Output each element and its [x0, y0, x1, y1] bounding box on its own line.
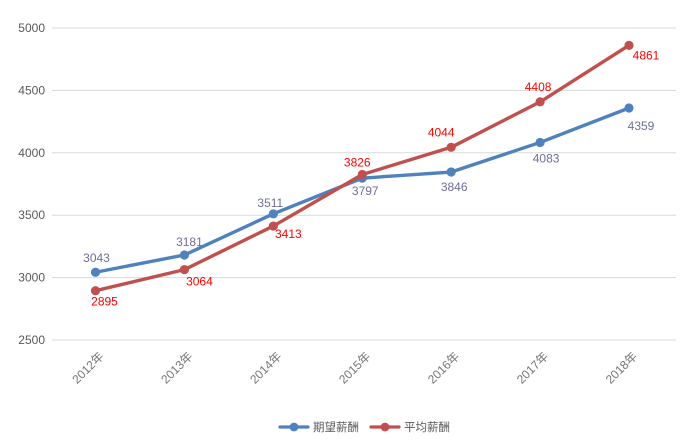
data-point — [268, 221, 278, 231]
data-point — [446, 142, 456, 152]
data-point-label: 3797 — [352, 184, 379, 198]
legend-dot-icon — [380, 422, 390, 432]
y-axis-tick-label: 2500 — [18, 333, 45, 347]
data-point — [357, 169, 367, 180]
data-point-label: 3511 — [257, 196, 283, 210]
data-point-label: 3064 — [186, 275, 213, 289]
y-axis-tick-label: 3500 — [18, 208, 45, 222]
data-point — [179, 250, 190, 260]
data-point-label: 4044 — [428, 125, 455, 139]
data-point — [535, 97, 545, 107]
data-point-label: 4861 — [633, 48, 660, 62]
legend-item-label: 期望薪酬 — [313, 421, 359, 434]
data-point-label: 4083 — [533, 151, 560, 165]
legend-item-expected-salary: 期望薪酬 — [278, 421, 359, 434]
data-point — [179, 265, 190, 275]
data-point-label: 3043 — [83, 251, 110, 265]
data-point — [624, 103, 634, 113]
y-axis-tick-label: 4500 — [18, 83, 45, 97]
data-point-label: 4359 — [628, 119, 655, 133]
y-axis-tick-label: 5000 — [18, 21, 45, 35]
data-point — [535, 137, 545, 148]
data-point-label: 4408 — [525, 80, 552, 94]
data-point — [446, 167, 456, 177]
legend-item-label: 平均薪酬 — [404, 421, 450, 434]
data-point — [90, 267, 101, 277]
data-point — [268, 209, 278, 219]
chart-legend: 期望薪酬 平均薪酬 — [278, 421, 450, 434]
data-point-label: 3181 — [176, 235, 203, 249]
y-axis-tick-label: 3000 — [18, 271, 45, 285]
legend-item-average-salary: 平均薪酬 — [369, 421, 450, 434]
data-point-label: 2895 — [91, 295, 118, 309]
data-point-label: 3826 — [344, 156, 371, 170]
y-axis-tick-label: 4000 — [18, 146, 45, 160]
data-point — [624, 40, 634, 50]
data-point-label: 3846 — [441, 180, 468, 194]
data-point — [90, 286, 101, 296]
data-point-label: 3413 — [275, 227, 302, 241]
legend-dot-icon — [289, 422, 299, 432]
